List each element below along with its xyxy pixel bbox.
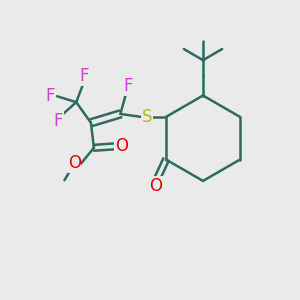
Text: F: F [46,87,55,105]
Text: S: S [142,108,152,126]
Text: F: F [80,67,89,85]
Text: O: O [149,177,162,195]
Text: O: O [68,154,81,172]
Text: O: O [115,137,128,155]
Text: F: F [53,112,63,130]
Text: F: F [123,77,133,95]
